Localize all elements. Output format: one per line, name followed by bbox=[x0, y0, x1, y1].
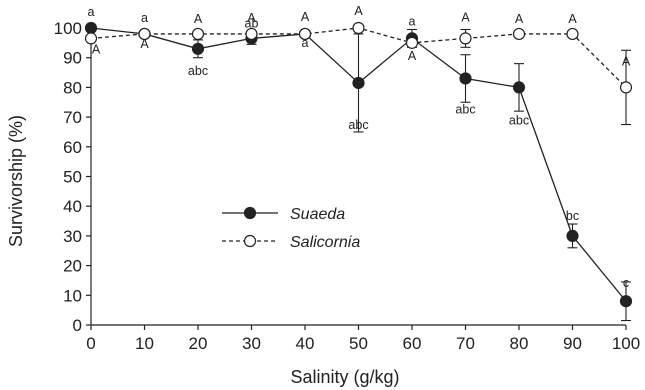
salicornia-point bbox=[512, 27, 526, 41]
series-salicornia bbox=[84, 21, 633, 126]
salicornia-point bbox=[84, 32, 98, 45]
legend-suaeda-marker bbox=[243, 206, 257, 220]
legend-suaeda-label: Suaeda bbox=[290, 206, 345, 223]
series-layer bbox=[84, 21, 633, 322]
y-axis-title: Survivorship (%) bbox=[6, 115, 26, 247]
suaeda-letter: ab bbox=[245, 16, 259, 30]
suaeda-point bbox=[459, 72, 472, 85]
suaeda-letter: a bbox=[409, 14, 416, 28]
suaeda-letter: c bbox=[623, 276, 629, 290]
suaeda-point bbox=[352, 76, 365, 90]
salicornia-point bbox=[191, 27, 205, 41]
salicornia-letter: A bbox=[568, 12, 577, 26]
suaeda-letter: abc bbox=[455, 102, 475, 116]
y-tick-label: 10 bbox=[63, 286, 82, 305]
legend-salicornia-marker bbox=[243, 234, 257, 248]
suaeda-point bbox=[191, 42, 205, 55]
suaeda-letter: abc bbox=[348, 118, 368, 132]
suaeda-point bbox=[84, 21, 98, 35]
salicornia-point bbox=[405, 36, 419, 49]
salicornia-letter: A bbox=[515, 12, 524, 26]
y-tick-label: 60 bbox=[63, 138, 82, 157]
salicornia-letter: A bbox=[247, 11, 256, 25]
suaeda-letter: bc bbox=[566, 209, 579, 223]
x-tick-label: 40 bbox=[296, 334, 315, 353]
salicornia-letter: A bbox=[92, 42, 101, 56]
x-axis-title: Salinity (g/kg) bbox=[290, 367, 399, 387]
salicornia-letter: A bbox=[622, 54, 631, 68]
x-tick-label: 60 bbox=[403, 334, 422, 353]
suaeda-letter: a bbox=[88, 5, 95, 19]
salicornia-letter: A bbox=[301, 10, 310, 24]
x-tick-label: 70 bbox=[456, 334, 475, 353]
x-tick-label: 20 bbox=[189, 334, 208, 353]
significance-letters: a a abc ab a abc a abc abc bc c A A A A A A A A A A A bbox=[88, 4, 631, 290]
x-tick-label: 80 bbox=[510, 334, 529, 353]
legend-salicornia-label: Salicornia bbox=[290, 234, 360, 251]
y-tick-label: 80 bbox=[63, 78, 82, 97]
salicornia-letter: A bbox=[408, 49, 417, 63]
salicornia-letter: A bbox=[461, 10, 470, 24]
x-tick-label: 10 bbox=[135, 334, 154, 353]
series-suaeda bbox=[84, 21, 633, 322]
suaeda-letter: abc bbox=[509, 113, 529, 127]
salicornia-point bbox=[298, 27, 312, 41]
axes: 0 10 20 30 40 50 60 70 80 90 100 0 10 20 30 40 50 60 70 80 9… bbox=[54, 19, 641, 353]
salicornia-point bbox=[138, 27, 151, 41]
y-tick-label: 90 bbox=[63, 49, 82, 68]
y-tick-label: 20 bbox=[63, 257, 82, 276]
x-tick-label: 50 bbox=[349, 334, 368, 353]
suaeda-point bbox=[566, 229, 579, 242]
y-tick-label: 40 bbox=[63, 197, 82, 216]
x-tick-label: 30 bbox=[242, 334, 261, 353]
suaeda-letter: a bbox=[302, 36, 309, 50]
legend: Suaeda Salicornia bbox=[222, 206, 360, 251]
y-tick-label: 50 bbox=[63, 168, 82, 187]
salicornia-letter: A bbox=[140, 37, 149, 51]
salicornia-point bbox=[459, 32, 472, 45]
salicornia-letter: A bbox=[194, 12, 203, 26]
salicornia-point bbox=[566, 27, 579, 41]
salicornia-point bbox=[352, 21, 365, 35]
x-tick-label: 100 bbox=[612, 334, 640, 353]
salicornia-point bbox=[245, 27, 258, 41]
y-tick-label: 100 bbox=[54, 19, 82, 38]
x-tick-label: 90 bbox=[563, 334, 582, 353]
salicornia-point bbox=[619, 81, 633, 94]
suaeda-point bbox=[619, 295, 633, 308]
y-tick-label: 70 bbox=[63, 108, 82, 127]
salicornia-letter: A bbox=[354, 4, 363, 18]
suaeda-point bbox=[512, 81, 526, 94]
suaeda-letter: abc bbox=[188, 64, 208, 78]
suaeda-letter: a bbox=[141, 11, 148, 25]
y-tick-label: 0 bbox=[73, 316, 82, 335]
y-tick-label: 30 bbox=[63, 227, 82, 246]
x-tick-label: 0 bbox=[86, 334, 95, 353]
